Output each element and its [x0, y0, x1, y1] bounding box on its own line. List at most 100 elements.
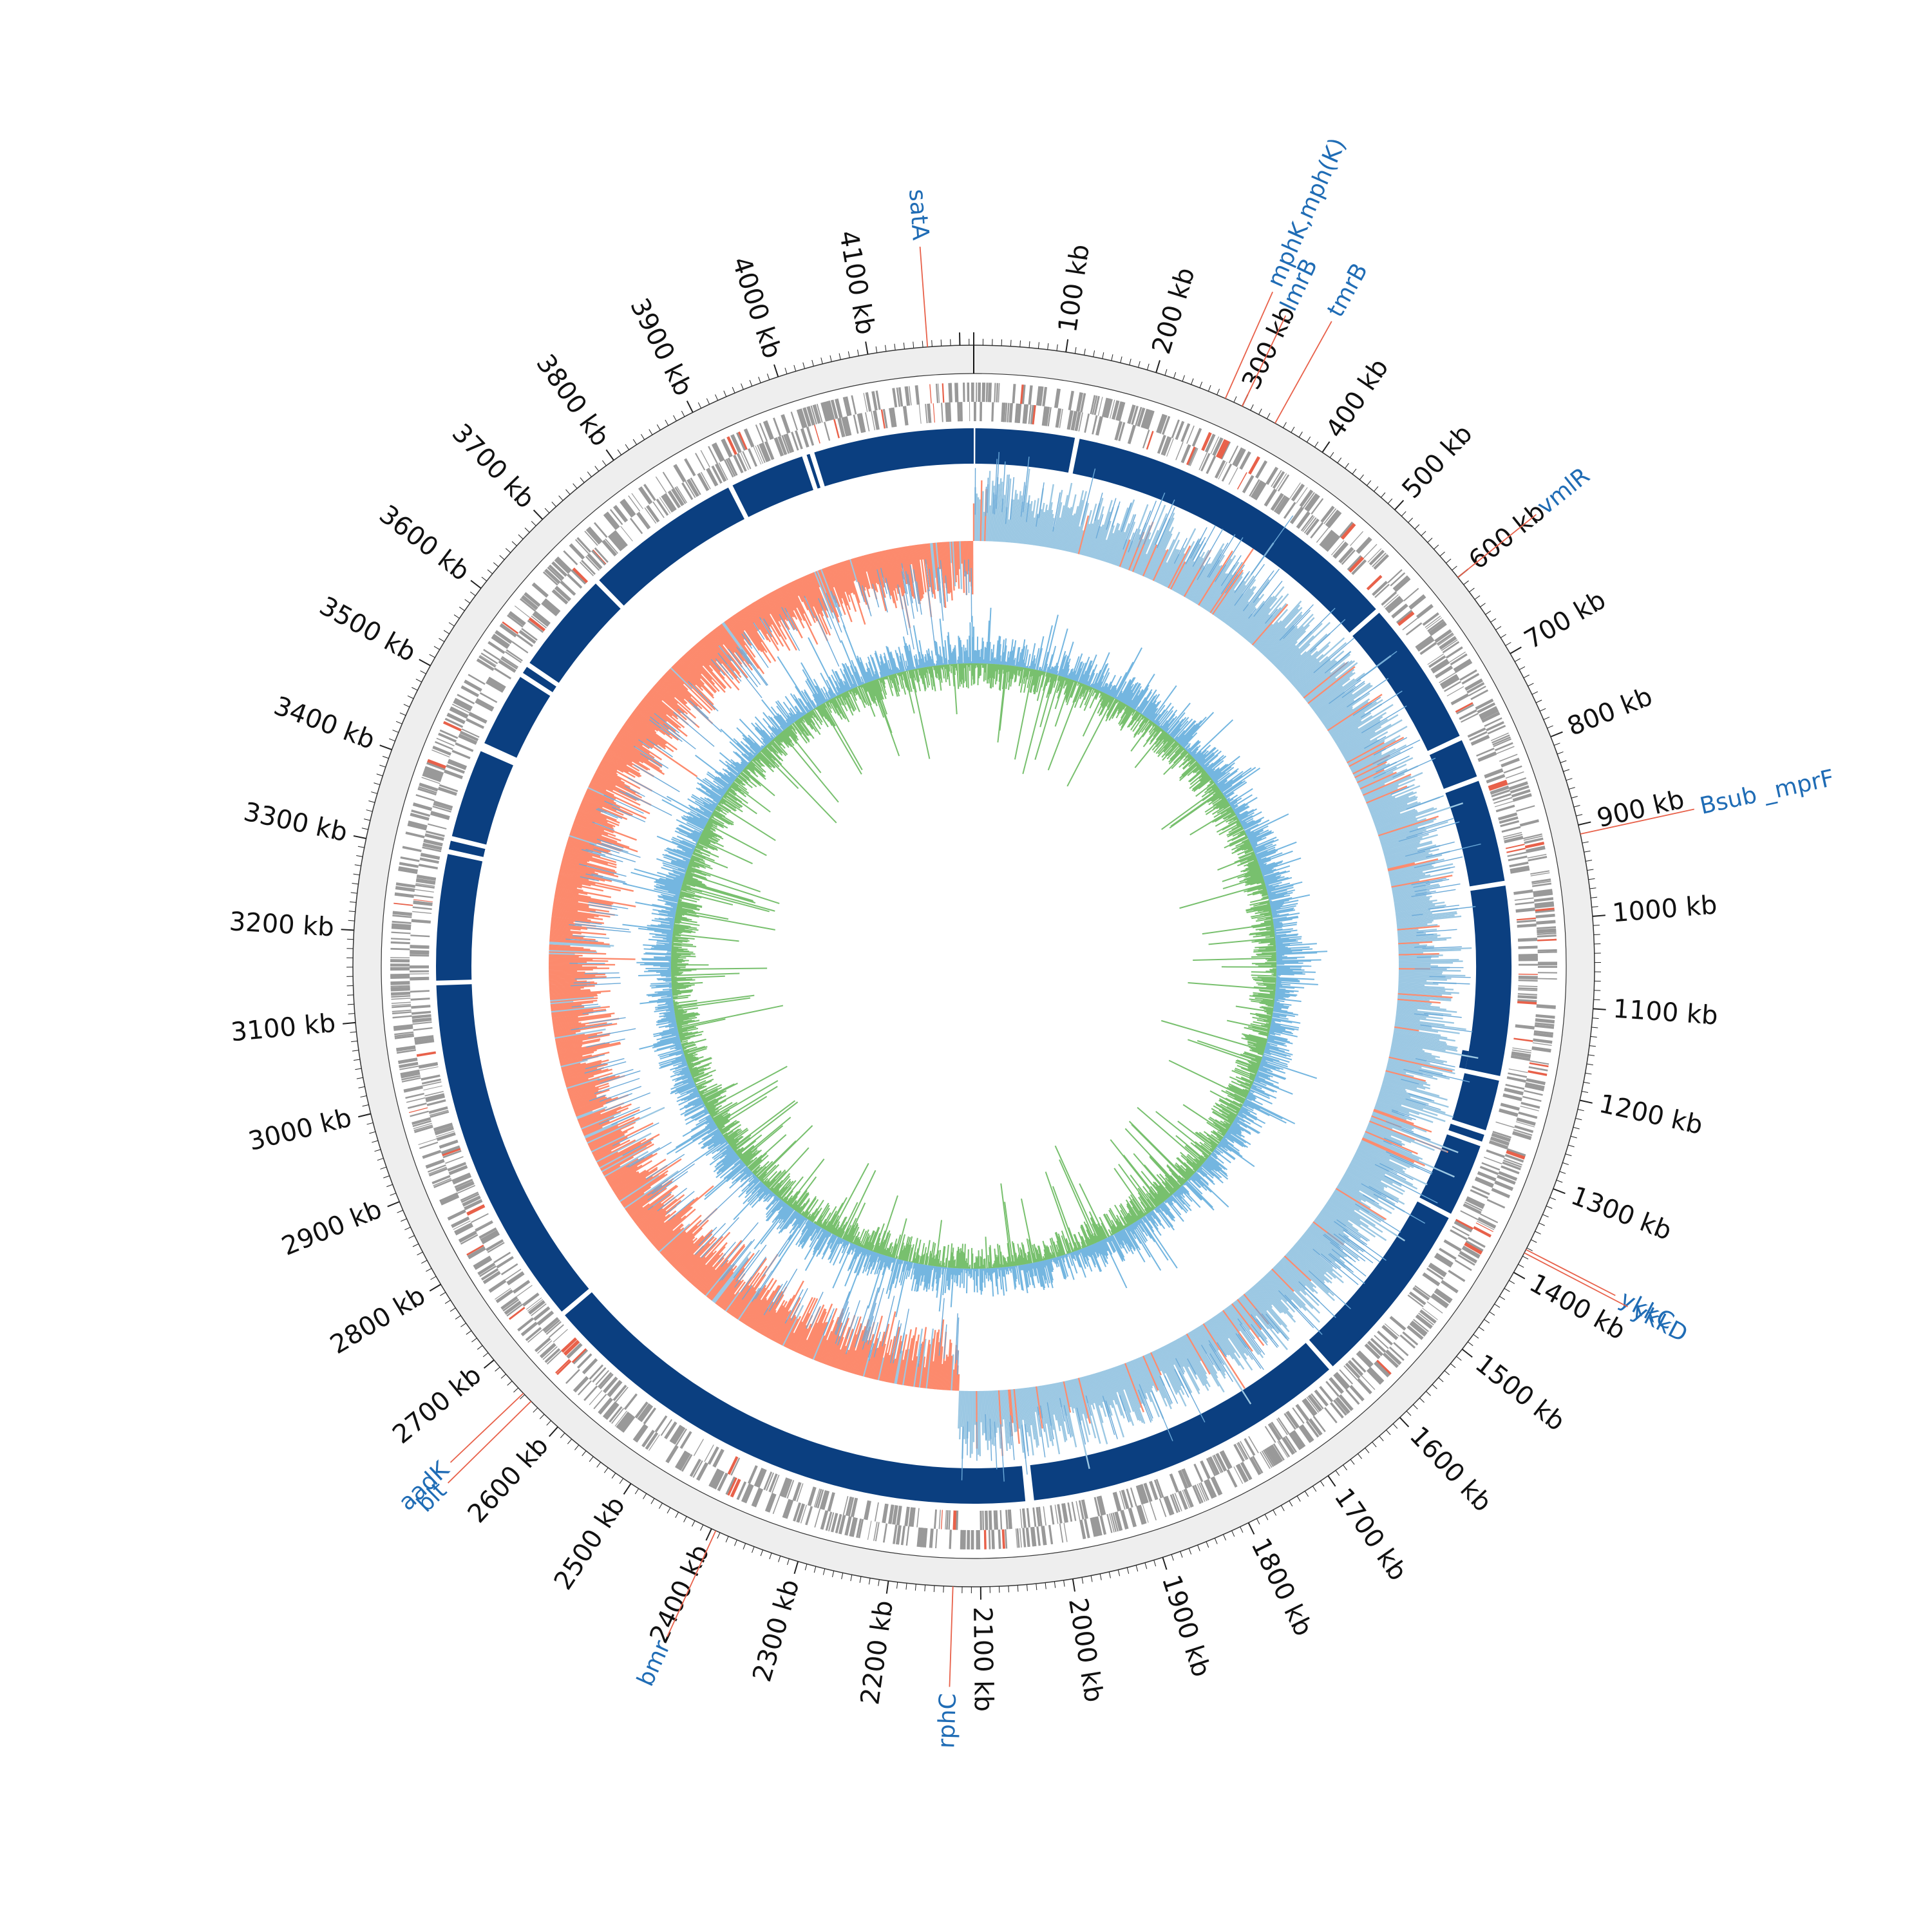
gc-skew-bar	[1254, 609, 1289, 648]
gc-skew-bar	[1393, 1030, 1455, 1042]
gc-skew-spike	[600, 1070, 641, 1084]
gc-skew-bar	[1112, 531, 1126, 565]
minor-tick	[430, 1276, 437, 1280]
gene-feature	[1016, 403, 1022, 424]
gene-feature	[1382, 1352, 1399, 1368]
gene-feature	[1272, 471, 1285, 489]
gene-feature	[516, 1285, 533, 1297]
gc-skew-bar	[618, 1158, 682, 1201]
gene-feature	[717, 1473, 728, 1492]
gc-skew-spike	[1038, 482, 1045, 518]
gene-feature	[1518, 1112, 1538, 1119]
gene-feature	[1181, 1469, 1191, 1488]
gc-skew-spike	[1390, 786, 1410, 795]
gc-skew-bar	[1348, 1166, 1388, 1189]
gc-skew-bar	[1134, 538, 1150, 574]
gc-skew-bar	[705, 1264, 732, 1297]
gc-skew-spike	[775, 1268, 798, 1305]
gc-content-bar-in	[1195, 781, 1215, 797]
gene-feature	[824, 401, 833, 421]
gc-skew-bar	[620, 1170, 668, 1204]
gene-feature	[842, 1495, 849, 1515]
gc-content-bar-out	[1234, 804, 1248, 813]
gc-skew-bar	[980, 480, 983, 542]
gc-skew-spike	[835, 1307, 849, 1344]
gc-content-bar-out	[1024, 649, 1029, 668]
minor-tick	[353, 873, 360, 876]
gc-skew-bar	[892, 1341, 902, 1384]
gc-skew-spike	[605, 1093, 632, 1104]
gc-skew-bar	[728, 618, 745, 640]
gc-content-bar-out	[1090, 683, 1093, 687]
minor-tick	[404, 1227, 411, 1231]
gc-skew-bar	[1021, 1388, 1028, 1433]
gc-skew-bar	[1305, 1231, 1345, 1264]
gc-skew-bar	[660, 1231, 687, 1255]
gc-skew-bar	[1060, 507, 1071, 551]
gc-content-bar-out	[1120, 677, 1135, 702]
gc-skew-bar	[1262, 611, 1303, 655]
gc-skew-bar	[715, 627, 735, 654]
gene-feature	[1477, 1217, 1497, 1229]
gc-content-bar-out	[1108, 685, 1114, 696]
gc-skew-bar	[1280, 1259, 1314, 1293]
gene-feature	[983, 1530, 987, 1549]
gc-skew-bar	[697, 1269, 716, 1291]
minor-tick	[487, 569, 493, 574]
gene-feature	[536, 1311, 554, 1326]
minor-tick	[1197, 1544, 1200, 1551]
gc-content-bar-in	[1017, 667, 1019, 671]
gc-content-bar-out	[1191, 751, 1197, 757]
gc-skew-bar	[1120, 532, 1135, 568]
gc-skew-bar	[793, 580, 809, 611]
gc-content-bar-out	[1201, 764, 1205, 768]
gc-skew-bar	[1365, 788, 1398, 803]
gc-content-bar-in	[1193, 765, 1202, 774]
gene-feature	[880, 409, 886, 429]
gc-content-bar-in	[1211, 809, 1234, 823]
gc-skew-bar	[1230, 1304, 1251, 1331]
gc-skew-bar	[646, 694, 673, 717]
gene-feature	[960, 1530, 964, 1549]
gc-skew-bar	[1010, 489, 1017, 543]
gc-skew-bar	[1338, 718, 1388, 749]
gc-skew-spike	[1026, 500, 1030, 522]
gene-feature	[413, 802, 433, 810]
gene-feature	[971, 382, 974, 402]
gene-feature	[827, 1492, 835, 1512]
gene-feature	[898, 387, 904, 407]
gene-feature	[1166, 438, 1174, 457]
gene-feature	[1502, 1159, 1522, 1168]
gc-skew-bar	[603, 1151, 649, 1177]
gc-content-bar-out	[1218, 782, 1226, 789]
gene-feature	[1445, 646, 1463, 659]
minor-tick	[1556, 1180, 1563, 1183]
gc-skew-bar	[1391, 875, 1453, 888]
gene-feature	[867, 1520, 872, 1540]
gc-skew-bar	[756, 600, 773, 625]
gc-content-bar-in	[1007, 665, 1012, 690]
gene-feature	[1454, 660, 1473, 674]
major-tick	[1155, 360, 1160, 373]
gene-feature	[392, 911, 412, 914]
gc-skew-bar	[1392, 1040, 1446, 1052]
gene-feature	[1283, 1413, 1296, 1430]
gc-content-bar-out	[1231, 804, 1235, 808]
gc-skew-bar	[645, 1210, 677, 1237]
gene-feature	[1137, 407, 1146, 427]
gc-content-bar-out	[1244, 820, 1262, 831]
minor-tick	[1539, 708, 1546, 712]
minor-tick	[357, 846, 365, 848]
gc-skew-spike	[651, 1163, 695, 1195]
minor-tick	[399, 712, 406, 716]
gc-content-bar-in	[1195, 766, 1202, 773]
gc-content-bar-out	[1212, 762, 1235, 781]
minor-tick	[1250, 404, 1254, 411]
gc-content-bar-in	[1014, 668, 1034, 760]
gc-skew-bar	[549, 954, 583, 957]
gene-feature	[398, 868, 418, 875]
gc-skew-bar	[783, 1318, 799, 1347]
gc-skew-bar	[1326, 701, 1369, 730]
gc-skew-bar	[1191, 549, 1223, 601]
gene-feature	[790, 412, 799, 431]
